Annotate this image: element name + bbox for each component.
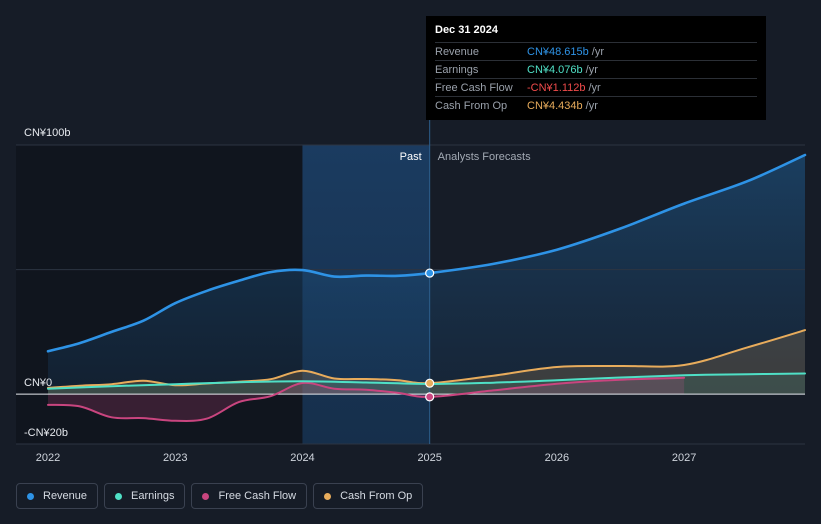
tooltip-row-unit: /yr — [585, 63, 598, 76]
data-tooltip: Dec 31 2024 Revenue CN¥48.615b /yr Earni… — [426, 16, 766, 120]
tooltip-date: Dec 31 2024 — [435, 24, 498, 36]
cfo-marker — [425, 378, 435, 388]
tooltip-row-unit: /yr — [591, 45, 605, 58]
past-label: Past — [400, 151, 422, 163]
x-tick-label: 2027 — [672, 452, 696, 464]
legend-item-free-cash-flow[interactable]: Free Cash Flow — [191, 483, 308, 509]
tooltip-row-cash-from-op: Cash From Op CN¥4.434b /yr — [435, 96, 757, 114]
fcf-area — [48, 377, 685, 421]
tooltip-row-value: CN¥4.434b — [527, 99, 583, 112]
y-label-zero: CN¥0 — [24, 377, 52, 389]
chart-legend: Revenue Earnings Free Cash Flow Cash Fro… — [16, 483, 424, 509]
tooltip-row-earnings: Earnings CN¥4.076b /yr — [435, 60, 757, 78]
tooltip-row-label: Cash From Op — [435, 99, 508, 112]
tooltip-row-value: CN¥4.076b — [527, 63, 583, 76]
forecast-label: Analysts Forecasts — [438, 151, 531, 163]
free-cash-flow-dot-icon — [202, 492, 210, 500]
legend-label: Cash From Op — [340, 490, 413, 502]
tooltip-row-label: Earnings — [435, 63, 479, 76]
x-tick-label: 2026 — [545, 452, 569, 464]
legend-label: Revenue — [43, 490, 88, 502]
legend-item-revenue[interactable]: Revenue — [16, 483, 99, 509]
earnings-dot-icon — [115, 492, 123, 500]
tooltip-row-revenue: Revenue CN¥48.615b /yr — [435, 42, 757, 60]
revenue-line — [46, 153, 807, 353]
tooltip-row-value: CN¥48.615b — [527, 45, 589, 58]
y-label-top: CN¥100b — [24, 127, 70, 139]
revenue-marker — [425, 268, 435, 278]
tooltip-row-unit: /yr — [588, 81, 601, 94]
tooltip-row-label: Revenue — [435, 45, 480, 58]
fcf-marker — [425, 392, 435, 402]
legend-label: Free Cash Flow — [218, 490, 297, 502]
revenue-dot-icon — [27, 492, 34, 500]
legend-item-cash-from-op[interactable]: Cash From Op — [313, 483, 424, 509]
tooltip-row-free-cash-flow: Free Cash Flow -CN¥1.112b /yr — [435, 78, 757, 96]
cash-from-op-dot-icon — [324, 492, 332, 500]
tooltip-row-label: Free Cash Flow — [435, 81, 513, 94]
x-tick-label: 2025 — [417, 452, 441, 464]
tooltip-row-unit: /yr — [585, 99, 598, 112]
cfo-line — [47, 329, 806, 389]
legend-item-earnings[interactable]: Earnings — [104, 483, 186, 509]
x-tick-label: 2022 — [36, 452, 60, 464]
legend-label: Earnings — [131, 490, 175, 502]
x-tick-label: 2024 — [290, 452, 314, 464]
tooltip-row-value: -CN¥1.112b — [527, 81, 586, 94]
fcf-line — [47, 376, 686, 422]
x-tick-label: 2023 — [163, 452, 187, 464]
y-label-bottom: -CN¥20b — [24, 427, 68, 439]
